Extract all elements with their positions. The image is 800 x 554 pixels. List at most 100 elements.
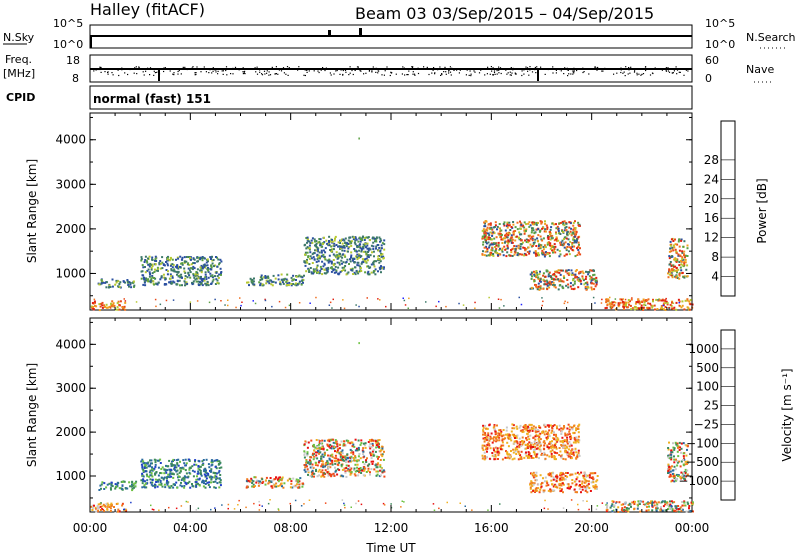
echo-cell	[362, 261, 365, 264]
nave-dot	[552, 66, 554, 68]
echo-cell	[292, 477, 295, 480]
echo-cell	[298, 483, 301, 486]
echo-cell	[458, 302, 460, 305]
echo-cell	[507, 242, 510, 245]
echo-cell	[207, 474, 210, 477]
echo-cell	[499, 448, 502, 451]
echo-cell	[515, 245, 518, 248]
echo-cell	[678, 272, 681, 275]
echo-cell	[555, 223, 557, 226]
echo-cell	[484, 225, 487, 228]
echo-cell	[674, 468, 677, 471]
echo-cell	[560, 440, 563, 443]
echo-cell	[102, 503, 105, 506]
echo-cell	[347, 271, 350, 274]
echo-cell	[553, 243, 556, 246]
echo-cell	[143, 484, 146, 487]
echo-cell	[558, 280, 561, 283]
echo-cell	[115, 485, 118, 488]
echo-cell	[202, 277, 205, 280]
echo-cell	[318, 257, 321, 260]
echo-cell	[561, 436, 564, 439]
echo-cell	[108, 506, 111, 508]
echo-cell	[218, 481, 221, 484]
echo-cell	[526, 251, 529, 253]
nave-dot	[636, 72, 638, 74]
echo-cell	[369, 254, 372, 257]
echo-cell	[576, 247, 578, 250]
echo-cell	[317, 470, 320, 473]
echo-cell	[177, 257, 180, 260]
echo-cell	[507, 224, 510, 227]
echo-cell	[504, 237, 506, 240]
nave-dot	[274, 73, 276, 75]
echo-cell	[646, 505, 648, 508]
echo-cell	[514, 248, 517, 250]
echo-cell	[625, 302, 628, 305]
echo-cell	[508, 455, 511, 458]
echo-cell	[493, 436, 495, 439]
echo-cell	[531, 482, 534, 485]
echo-cell	[329, 240, 332, 243]
nave-dot	[439, 66, 441, 68]
echo-cell	[297, 486, 300, 489]
echo-cell	[356, 459, 359, 462]
echo-cell	[511, 423, 514, 426]
echo-cell	[210, 478, 213, 481]
echo-cell	[153, 467, 156, 470]
echo-cell	[307, 238, 309, 241]
echo-cell	[372, 241, 375, 244]
echo-cell	[353, 261, 356, 264]
echo-cell	[550, 475, 553, 478]
echo-cell	[563, 425, 565, 427]
echo-cell	[508, 453, 510, 456]
echo-cell	[375, 463, 378, 466]
echo-cell	[274, 277, 277, 280]
echo-cell	[106, 483, 109, 486]
echo-cell	[559, 241, 562, 244]
echo-cell	[538, 457, 540, 460]
echo-cell	[100, 302, 102, 305]
echo-cell	[482, 243, 485, 246]
echo-cell	[559, 233, 562, 235]
echo-cell	[609, 306, 612, 309]
echo-cell	[303, 443, 306, 446]
nsky-spike	[359, 28, 362, 36]
echo-cell	[114, 487, 117, 490]
echo-cell	[485, 445, 488, 448]
echo-cell	[101, 481, 104, 484]
echo-cell	[362, 461, 364, 464]
echo-cell	[645, 502, 648, 505]
nave-dot	[384, 70, 386, 72]
echo-cell	[211, 276, 214, 279]
echo-cell	[532, 223, 535, 226]
echo-cell	[674, 243, 677, 246]
echo-cell	[531, 474, 534, 477]
echo-cell	[370, 438, 373, 441]
echo-cell	[370, 440, 373, 443]
echo-cell	[659, 509, 662, 512]
echo-cell	[315, 296, 317, 299]
echo-cell	[548, 283, 551, 286]
echo-cell	[177, 458, 180, 461]
echo-cell	[501, 249, 503, 252]
echo-cell	[196, 277, 199, 280]
nave-dot	[322, 67, 324, 69]
echo-cell	[163, 483, 166, 486]
echo-cell	[563, 302, 566, 305]
echo-cell	[567, 455, 570, 458]
echo-cell	[531, 245, 534, 247]
echo-cell	[132, 483, 135, 486]
nave-dot	[622, 72, 624, 74]
echo-cell	[541, 227, 544, 230]
echo-cell	[371, 444, 374, 447]
echo-cell	[321, 260, 324, 263]
echo-cell	[356, 256, 359, 259]
echo-cell	[572, 451, 575, 454]
echo-cell	[330, 245, 333, 248]
echo-cell	[142, 461, 145, 464]
echo-cell	[201, 267, 204, 270]
nave-dot	[225, 66, 228, 68]
echo-cell	[169, 277, 172, 280]
echo-cell	[630, 298, 633, 301]
